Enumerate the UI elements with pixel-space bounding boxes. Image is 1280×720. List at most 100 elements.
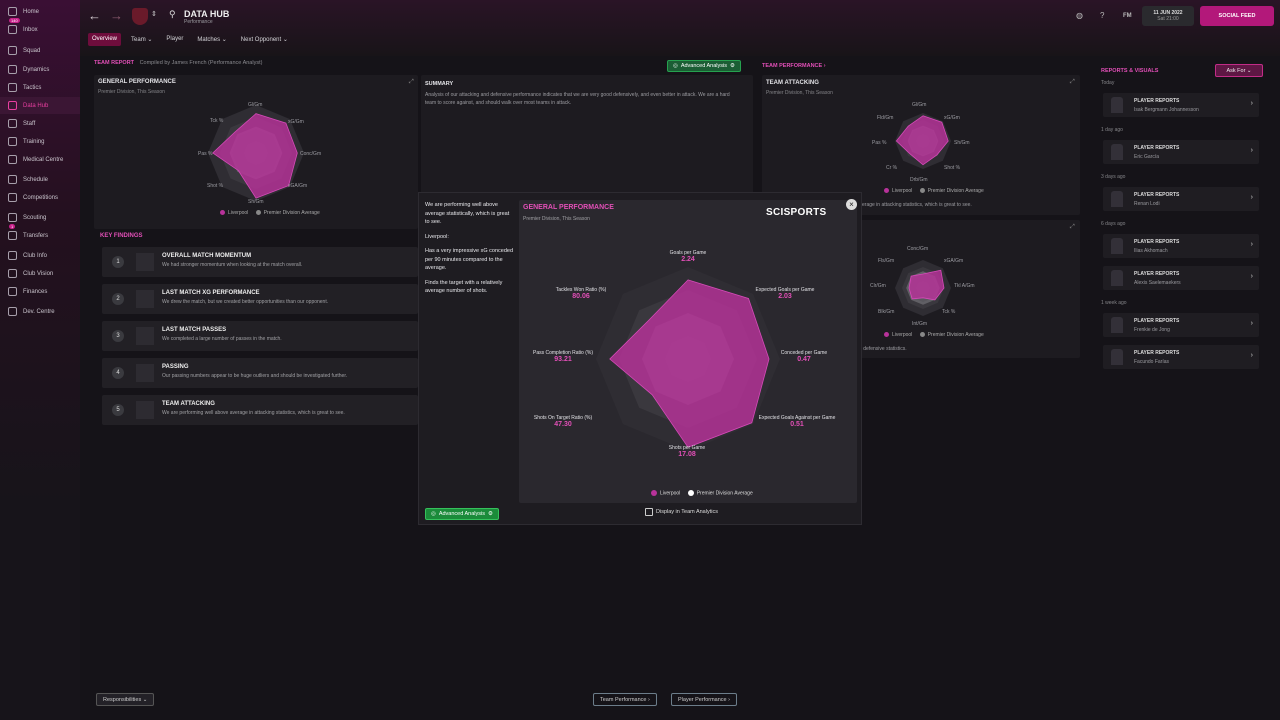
team-performance-link[interactable]: TEAM PERFORMANCE › [762, 63, 826, 69]
ta-axis-label: Cr % [886, 165, 898, 171]
insight-text: Finds the target with a relatively avera… [425, 279, 503, 295]
finding-item[interactable]: 4 PASSING Our passing numbers appear to … [102, 358, 418, 388]
sidebar-item-medical-centre[interactable]: Medical Centre [0, 151, 80, 168]
tab-player[interactable]: Player [166, 36, 184, 42]
close-icon[interactable]: × [846, 199, 857, 210]
sidebar-item-label: Club Info [23, 252, 48, 259]
sidebar-item-staff[interactable]: Staff [0, 115, 80, 132]
sidebar-item-training[interactable]: Training [0, 133, 80, 150]
sidebar-item-club-info[interactable]: Club Info [0, 247, 80, 264]
sidebar-item-schedule[interactable]: Schedule [0, 171, 80, 188]
tab-team[interactable]: Team ⌄ [131, 37, 153, 43]
advanced-analysis-button-top[interactable]: ◎ Advanced Analysis ⚙ [667, 60, 741, 72]
axis-value: 2.03 [778, 293, 792, 300]
brain-icon[interactable]: ◍ [1076, 11, 1083, 20]
help-icon[interactable]: ? [1100, 11, 1105, 20]
report-item[interactable]: PLAYER REPORTS Renan Lodi › [1103, 187, 1259, 211]
chevron-right-icon: › [1250, 241, 1253, 248]
sidebar-item-home[interactable]: Home [0, 3, 80, 20]
chart-container: GENERAL PERFORMANCE Premier Division, Th… [519, 200, 857, 503]
player-avatar [1111, 349, 1123, 365]
report-type: PLAYER REPORTS [1134, 271, 1180, 277]
sidebar-item-finances[interactable]: Finances [0, 283, 80, 300]
report-player-name: Alexis Saelemaekers [1134, 280, 1181, 286]
sidebar-item-label: Transfers [23, 232, 49, 239]
td-axis-label: Clr/Gm [870, 283, 886, 289]
sidebar-item-label: Training [23, 138, 45, 145]
sidebar-item-dev-centre[interactable]: Dev. Centre [0, 303, 80, 320]
ta-axis-label: xG/Gm [944, 115, 960, 121]
report-item[interactable]: PLAYER REPORTS Frenkie de Jong › [1103, 313, 1259, 337]
td-axis-label: Blk/Gm [878, 309, 895, 315]
finding-item[interactable]: 3 LAST MATCH PASSES We completed a large… [102, 321, 418, 351]
finding-item[interactable]: 1 OVERALL MATCH MOMENTUM We had stronger… [102, 247, 418, 277]
report-item[interactable]: PLAYER REPORTS Eric García › [1103, 140, 1259, 164]
advanced-analysis-label: Advanced Analysis [680, 63, 727, 69]
insight-team: Liverpool: [425, 233, 449, 240]
sidebar-item-label: Squad [23, 47, 41, 54]
sidebar: Home 140 Inbox Squad Dynamics Tactics Data Hub… [0, 0, 80, 720]
chevron-right-icon: › [1250, 273, 1253, 280]
legend-dot-liverpool [884, 332, 889, 338]
sidebar-item-dynamics[interactable]: Dynamics [0, 61, 80, 78]
sidebar-item-scouting[interactable]: Scouting [0, 209, 80, 226]
finding-number: 1 [112, 256, 124, 268]
legend-liverpool: Liverpool [228, 210, 249, 216]
gp-title: GENERAL PERFORMANCE [98, 79, 176, 85]
sidebar-item-label: Inbox [23, 26, 38, 33]
report-item[interactable]: PLAYER REPORTS Alexis Saelemaekers › [1103, 266, 1259, 290]
report-time-label: Today [1101, 80, 1115, 86]
tab-matches[interactable]: Matches ⌄ [197, 37, 227, 43]
momentum-icon [136, 253, 154, 271]
club-crest[interactable] [132, 8, 148, 25]
legend-liverpool: Liverpool [660, 490, 681, 497]
report-item[interactable]: PLAYER REPORTS Isak Bergmann Johannesson › [1103, 93, 1259, 117]
report-player-name: Ilias Akhomach [1134, 248, 1168, 254]
tab-overview[interactable]: Overview [88, 33, 122, 46]
fm-logo[interactable]: FM [1123, 13, 1132, 19]
sidebar-item-tactics[interactable]: Tactics [0, 79, 80, 96]
sidebar-item-squad[interactable]: Squad [0, 42, 80, 59]
ask-for-button[interactable]: Ask For ⌄ [1215, 64, 1263, 77]
sidebar-item-club-vision[interactable]: Club Vision [0, 265, 80, 282]
chevron-updown-icon[interactable]: ⇕ [151, 11, 157, 18]
top-bar: ← → ⇕ ⚲ DATA HUB Performance Overview Te… [80, 0, 1280, 56]
expand-icon[interactable]: ⤢ [1070, 79, 1075, 85]
sidebar-item-label: Competitions [23, 194, 59, 201]
report-player-name: Frenkie de Jong [1134, 327, 1170, 333]
responsibilities-button[interactable]: Responsibilities ⌄ [96, 693, 155, 706]
report-item[interactable]: PLAYER REPORTS Ilias Akhomach › [1103, 234, 1259, 258]
axis-label: Shots On Target Ratio (%) 47.30 [518, 415, 608, 428]
ta-axis-label: Fld/Gm [877, 115, 894, 121]
team-performance-button[interactable]: Team Performance › [593, 693, 657, 706]
checkbox-icon[interactable] [645, 508, 653, 516]
date-box[interactable]: 11 JUN 2022 Sat 21:00 [1142, 6, 1194, 26]
finding-item[interactable]: 5 TEAM ATTACKING We are performing well … [102, 395, 418, 425]
display-in-team-analytics[interactable]: Display in Team Analytics [645, 508, 718, 516]
axis-name: Shots per Game [668, 445, 706, 451]
finding-item[interactable]: 2 LAST MATCH XG PERFORMANCE We drew the … [102, 284, 418, 314]
finances-icon [8, 287, 17, 296]
sidebar-item-data-hub[interactable]: Data Hub [0, 97, 80, 114]
sidebar-item-inbox[interactable]: 140 Inbox [0, 18, 80, 38]
finding-desc: We are performing well above average in … [162, 410, 345, 416]
social-feed-button[interactable]: SOCIAL FEED [1200, 6, 1274, 26]
sidebar-item-competitions[interactable]: Competitions [0, 189, 80, 206]
xg-icon [136, 290, 154, 308]
search-icon[interactable]: ⚲ [169, 9, 176, 19]
expand-icon[interactable]: ⤢ [409, 79, 414, 85]
advanced-analysis-button[interactable]: ◎ Advanced Analysis ⚙ [425, 508, 499, 520]
forward-arrow-icon[interactable]: → [110, 8, 123, 23]
sidebar-item-label: Tactics [23, 84, 42, 91]
tab-next-opponent[interactable]: Next Opponent ⌄ [240, 37, 288, 43]
expand-icon[interactable]: ⤢ [1070, 224, 1075, 230]
sidebar-item-transfers[interactable]: 1 Transfers [0, 224, 80, 244]
back-arrow-icon[interactable]: ← [88, 8, 101, 23]
player-performance-button[interactable]: Player Performance › [671, 693, 737, 706]
axis-label: Conceded per Game 0.47 [759, 350, 849, 363]
player-avatar [1111, 191, 1123, 207]
chart-subtitle: Premier Division, This Season [523, 216, 590, 222]
notification-badge: 1 [9, 224, 16, 229]
passes-icon [136, 327, 154, 345]
report-item[interactable]: PLAYER REPORTS Facundo Farías › [1103, 345, 1259, 369]
